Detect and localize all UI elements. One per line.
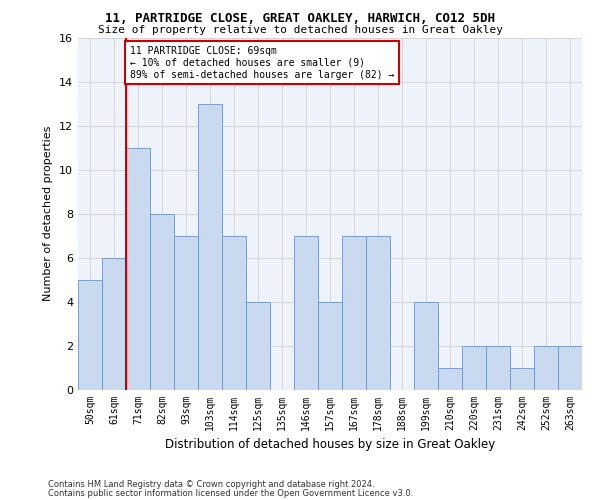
Text: 11, PARTRIDGE CLOSE, GREAT OAKLEY, HARWICH, CO12 5DH: 11, PARTRIDGE CLOSE, GREAT OAKLEY, HARWI… bbox=[105, 12, 495, 26]
Y-axis label: Number of detached properties: Number of detached properties bbox=[43, 126, 53, 302]
Bar bbox=[510, 368, 534, 390]
Bar bbox=[150, 214, 174, 390]
Bar bbox=[294, 236, 318, 390]
Bar bbox=[318, 302, 342, 390]
Bar bbox=[78, 280, 102, 390]
Bar bbox=[486, 346, 510, 390]
Bar bbox=[534, 346, 558, 390]
Bar bbox=[102, 258, 126, 390]
Bar bbox=[174, 236, 198, 390]
Bar bbox=[198, 104, 222, 390]
Bar bbox=[414, 302, 438, 390]
Bar bbox=[558, 346, 582, 390]
Bar bbox=[246, 302, 270, 390]
Text: Contains HM Land Registry data © Crown copyright and database right 2024.: Contains HM Land Registry data © Crown c… bbox=[48, 480, 374, 489]
Bar bbox=[462, 346, 486, 390]
Bar bbox=[366, 236, 390, 390]
Text: Size of property relative to detached houses in Great Oakley: Size of property relative to detached ho… bbox=[97, 25, 503, 35]
X-axis label: Distribution of detached houses by size in Great Oakley: Distribution of detached houses by size … bbox=[165, 438, 495, 452]
Text: Contains public sector information licensed under the Open Government Licence v3: Contains public sector information licen… bbox=[48, 488, 413, 498]
Bar bbox=[126, 148, 150, 390]
Bar bbox=[222, 236, 246, 390]
Text: 11 PARTRIDGE CLOSE: 69sqm
← 10% of detached houses are smaller (9)
89% of semi-d: 11 PARTRIDGE CLOSE: 69sqm ← 10% of detac… bbox=[130, 46, 394, 80]
Bar bbox=[438, 368, 462, 390]
Bar bbox=[342, 236, 366, 390]
